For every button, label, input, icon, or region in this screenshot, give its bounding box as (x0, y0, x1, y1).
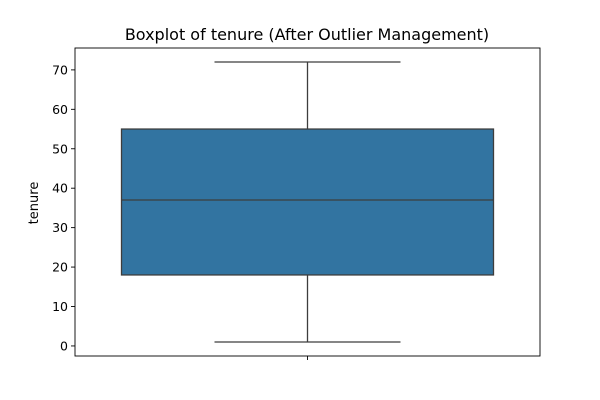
y-tick-label: 30 (52, 220, 68, 235)
chart-title: Boxplot of tenure (After Outlier Managem… (125, 25, 489, 44)
y-axis-label: tenure (27, 182, 42, 225)
y-tick-label: 60 (52, 102, 68, 117)
y-tick-label: 20 (52, 260, 68, 275)
y-tick-label: 10 (52, 299, 68, 314)
y-tick-label: 70 (52, 62, 68, 77)
iqr-box (120, 128, 495, 276)
y-tick-label: 0 (60, 338, 68, 353)
plot-area: 0 10 20 30 40 50 60 70 (52, 47, 541, 360)
y-tick-label: 50 (52, 141, 68, 156)
y-tick-label: 40 (52, 181, 68, 196)
